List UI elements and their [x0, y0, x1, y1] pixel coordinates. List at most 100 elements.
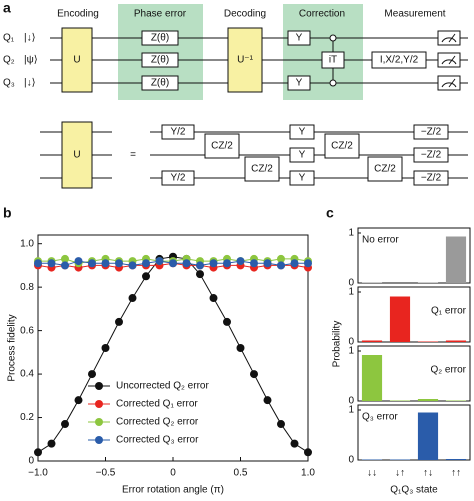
meter-arc	[441, 55, 457, 65]
y-tick-label: 0.4	[20, 369, 34, 380]
gate-label: Y	[299, 127, 306, 138]
data-point	[263, 259, 272, 268]
data-point	[290, 439, 299, 448]
data-point	[223, 259, 231, 268]
gate-label: I,X/2,Y/2	[380, 55, 419, 66]
y-tick-label: 0.8	[20, 282, 34, 293]
gate	[244, 156, 280, 182]
gate	[321, 51, 345, 69]
gate	[141, 75, 179, 91]
data-point	[88, 370, 96, 379]
data-point	[101, 259, 110, 268]
gate	[287, 30, 311, 46]
bar	[361, 355, 383, 401]
qubit-name: Q₂	[3, 55, 15, 66]
gate-label: iT	[329, 55, 337, 66]
gate-label: −Z/2	[421, 150, 442, 161]
bar	[445, 236, 467, 283]
meter-arc	[441, 33, 457, 43]
legend-label: Corrected Q₁ error	[116, 399, 198, 410]
meter-arc	[441, 78, 457, 88]
gate	[161, 124, 195, 140]
data-point	[74, 257, 83, 266]
x-tick-label: ↓↓	[367, 468, 377, 479]
legend-label: Corrected Q₂ error	[116, 417, 199, 428]
legend-marker	[95, 382, 103, 390]
gate-label: Z(θ)	[151, 78, 169, 89]
data-point	[209, 259, 218, 268]
data-point	[223, 317, 231, 326]
panel-label: a	[3, 0, 11, 16]
qubit-state: |↓⟩	[24, 33, 36, 44]
panel-annotation: Q₂ error	[430, 365, 466, 376]
panel-annotation: Q₁ error	[431, 306, 467, 317]
x-tick-label: 0	[170, 468, 176, 479]
data-point	[169, 259, 177, 268]
data-point	[236, 344, 245, 352]
gate-label: U	[73, 55, 80, 66]
bar	[361, 282, 383, 283]
panel-label: b	[3, 205, 12, 221]
data-point	[290, 259, 299, 268]
bar	[417, 341, 439, 342]
legend-marker	[95, 418, 103, 426]
panel-frame	[357, 227, 471, 284]
x-axis-label: Error rotation angle (π)	[122, 485, 224, 496]
data-point	[209, 294, 218, 303]
stage-title: Decoding	[224, 9, 266, 20]
gate	[413, 124, 449, 140]
y-tick-label: 0	[28, 456, 34, 467]
gate-label: CZ/2	[211, 141, 233, 152]
data-point	[250, 259, 258, 268]
bar	[389, 459, 411, 460]
x-tick-label: ↓↑	[395, 468, 405, 479]
gate	[61, 121, 93, 189]
gate	[287, 75, 311, 91]
y-tick-label: 0.2	[20, 412, 34, 423]
data-point	[47, 439, 56, 448]
bar	[389, 296, 411, 342]
gate-label: Y	[299, 173, 306, 184]
control-dot	[329, 34, 337, 42]
y-tick-label: 1.0	[20, 238, 34, 249]
data-point	[128, 261, 137, 270]
data-point	[236, 257, 245, 266]
gate	[324, 133, 360, 159]
legend-label: Uncorrected Q₂ error	[116, 381, 209, 392]
data-point	[128, 294, 137, 303]
legend-marker	[95, 436, 103, 444]
data-point	[196, 270, 204, 279]
gate	[289, 147, 315, 163]
gate-label: U	[73, 150, 80, 161]
panel-annotation: No error	[362, 235, 399, 246]
y-axis-label: Probability	[332, 321, 343, 368]
data-point	[61, 254, 69, 263]
data-point	[304, 259, 312, 268]
stage-title: Phase error	[134, 9, 187, 20]
gate-label: Y/2	[170, 173, 185, 184]
bar	[445, 400, 467, 401]
data-point	[182, 259, 191, 268]
data-point	[101, 344, 110, 352]
y-tick-label: 1	[348, 287, 354, 298]
bar	[361, 340, 383, 342]
gate	[61, 27, 93, 93]
panel-frame	[357, 404, 471, 461]
stage-title: Encoding	[57, 9, 99, 20]
stage-title: Correction	[299, 9, 345, 20]
data-point	[115, 317, 123, 326]
equals: =	[130, 150, 136, 161]
data-point	[61, 261, 69, 270]
gate-label: Z(θ)	[151, 55, 169, 66]
y-tick-label: 0	[348, 337, 354, 348]
gate-label: Y	[296, 33, 303, 44]
data-point	[155, 257, 164, 266]
panel-label: c	[326, 205, 334, 221]
data-point	[34, 448, 42, 457]
panel-frame	[357, 345, 471, 402]
gate	[413, 170, 449, 186]
qubit-name: Q₁	[3, 33, 15, 44]
gate	[289, 124, 315, 140]
data-point	[304, 448, 312, 457]
x-tick-label: −0.5	[96, 468, 116, 479]
